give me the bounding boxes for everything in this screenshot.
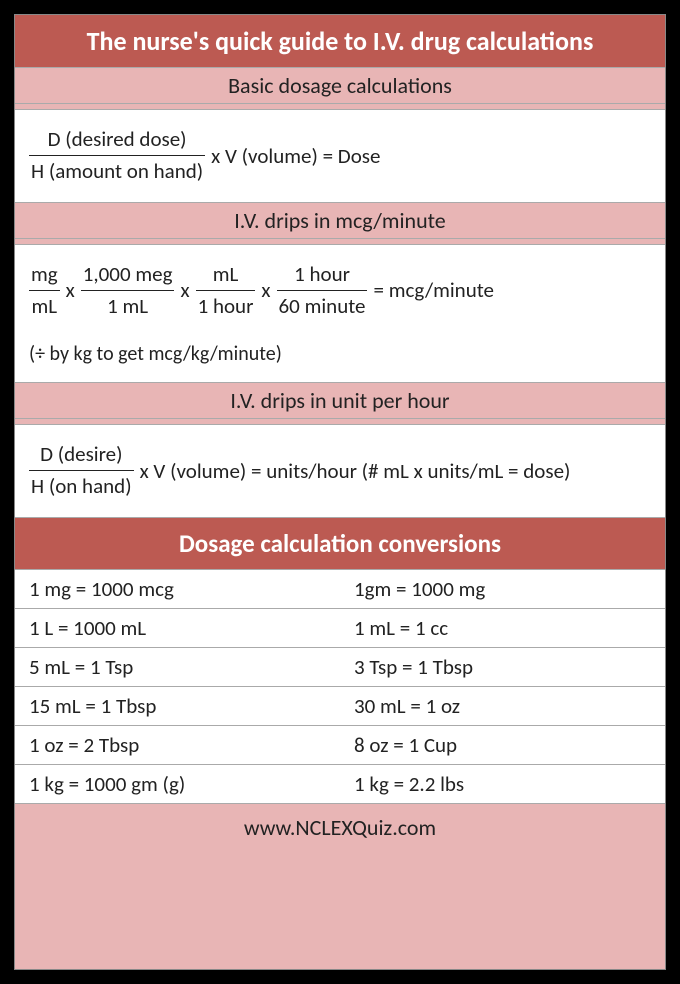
conversion-right: 8 oz = 1 Cup xyxy=(340,726,665,764)
denominator: 1 mL xyxy=(105,293,150,320)
fraction-bar xyxy=(29,290,60,291)
conversion-right: 1gm = 1000 mg xyxy=(340,570,665,608)
formula-tail: = mcg/minute xyxy=(373,277,494,303)
denominator: mL xyxy=(30,293,60,320)
denominator: 60 minute xyxy=(277,293,368,320)
conversion-left: 1 mg = 1000 mcg xyxy=(15,570,340,608)
fraction-bar xyxy=(29,470,134,471)
conversion-right: 1 mL = 1 cc xyxy=(340,609,665,647)
conversion-left: 15 mL = 1 Tbsp xyxy=(15,687,340,725)
times-operator: x xyxy=(261,277,270,303)
fraction: D (desire) H (on hand) xyxy=(29,441,134,501)
numerator: 1,000 meg xyxy=(81,261,175,288)
formula-tail: x V (volume) = units/hour (# mL x units/… xyxy=(140,458,571,484)
fraction: 1 hour 60 minute xyxy=(277,261,368,321)
times-operator: x xyxy=(66,277,75,303)
formula-unithr: D (desire) H (on hand) x V (volume) = un… xyxy=(29,441,651,501)
reference-card: The nurse's quick guide to I.V. drug cal… xyxy=(14,14,666,970)
table-row: 5 mL = 1 Tsp 3 Tsp = 1 Tbsp xyxy=(15,648,665,687)
numerator: 1 hour xyxy=(292,261,352,288)
panel-unithr-formula: D (desire) H (on hand) x V (volume) = un… xyxy=(15,425,665,518)
formula-mcgmin: mg mL x 1,000 meg 1 mL x mL 1 hour x 1 h… xyxy=(29,261,651,321)
section-heading-mcgmin: I.V. drips in mcg/minute xyxy=(15,203,665,239)
conversion-left: 1 kg = 1000 gm (g) xyxy=(15,765,340,803)
conversions-title: Dosage calculation conversions xyxy=(15,518,665,570)
conversions-table: 1 mg = 1000 mcg 1gm = 1000 mg 1 L = 1000… xyxy=(15,570,665,804)
conversion-left: 1 L = 1000 mL xyxy=(15,609,340,647)
panel-mcgmin-formula: mg mL x 1,000 meg 1 mL x mL 1 hour x 1 h… xyxy=(15,245,665,384)
fraction-bar xyxy=(196,290,256,291)
section-heading-unithr: I.V. drips in unit per hour xyxy=(15,383,665,419)
numerator: mL xyxy=(211,261,241,288)
numerator: D (desired dose) xyxy=(46,126,189,153)
fraction: mL 1 hour xyxy=(196,261,256,321)
table-row: 1 oz = 2 Tbsp 8 oz = 1 Cup xyxy=(15,726,665,765)
section-heading-basic: Basic dosage calculations xyxy=(15,68,665,104)
table-row: 1 kg = 1000 gm (g) 1 kg = 2.2 lbs xyxy=(15,765,665,804)
fraction: mg mL xyxy=(29,261,60,321)
table-row: 1 L = 1000 mL 1 mL = 1 cc xyxy=(15,609,665,648)
conversion-right: 1 kg = 2.2 lbs xyxy=(340,765,665,803)
times-operator: x xyxy=(180,277,189,303)
formula-tail: x V (volume) = Dose xyxy=(211,143,380,169)
fraction-bar xyxy=(277,290,368,291)
numerator: D (desire) xyxy=(38,441,124,468)
table-row: 15 mL = 1 Tbsp 30 mL = 1 oz xyxy=(15,687,665,726)
fraction: 1,000 meg 1 mL xyxy=(81,261,175,321)
panel-basic-formula: D (desired dose) H (amount on hand) x V … xyxy=(15,110,665,203)
denominator: H (on hand) xyxy=(29,473,134,500)
conversion-left: 1 oz = 2 Tbsp xyxy=(15,726,340,764)
table-row: 1 mg = 1000 mcg 1gm = 1000 mg xyxy=(15,570,665,609)
fraction-bar xyxy=(29,155,205,156)
numerator: mg xyxy=(29,261,60,288)
denominator: H (amount on hand) xyxy=(29,158,205,185)
fraction: D (desired dose) H (amount on hand) xyxy=(29,126,205,186)
conversion-left: 5 mL = 1 Tsp xyxy=(15,648,340,686)
conversion-right: 3 Tsp = 1 Tbsp xyxy=(340,648,665,686)
conversion-right: 30 mL = 1 oz xyxy=(340,687,665,725)
formula-basic: D (desired dose) H (amount on hand) x V … xyxy=(29,126,651,186)
footer-url: www.NCLEXQuiz.com xyxy=(15,804,665,853)
formula-note: (÷ by kg to get mcg/kg/minute) xyxy=(29,342,651,366)
denominator: 1 hour xyxy=(196,293,256,320)
main-title: The nurse's quick guide to I.V. drug cal… xyxy=(15,15,665,68)
fraction-bar xyxy=(81,290,175,291)
